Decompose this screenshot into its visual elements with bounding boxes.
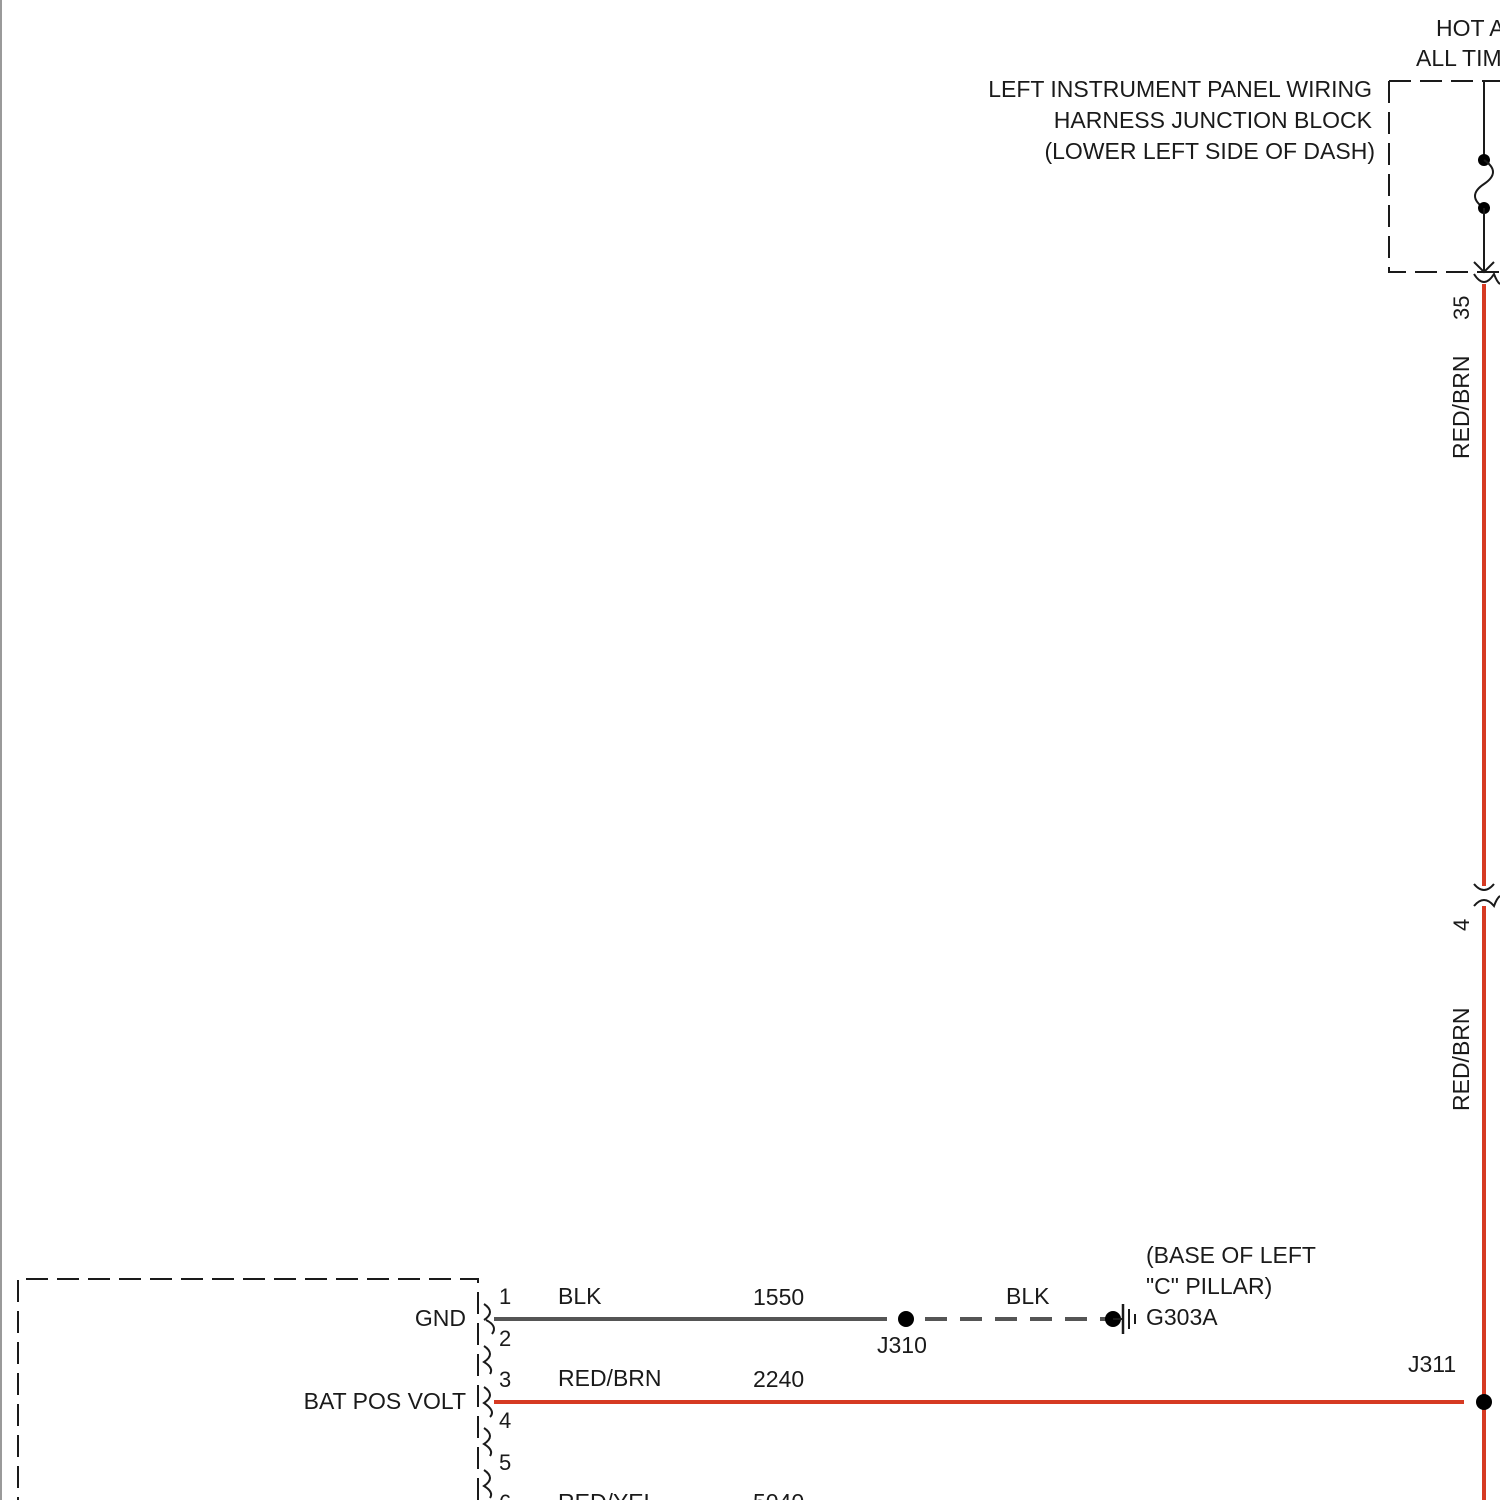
connector-terminal-3 xyxy=(482,1386,493,1418)
power-source-label-line1: HOT A xyxy=(1436,15,1500,41)
pin-4-label: 4 xyxy=(1449,919,1474,931)
connector-terminal-1 xyxy=(483,1303,495,1335)
module-pin-5: 5 xyxy=(499,1450,511,1475)
ground-symbol-icon xyxy=(1113,1304,1136,1334)
wire-color-lower-label: RED/BRN xyxy=(1448,1007,1474,1111)
splice-j310 xyxy=(898,1311,914,1327)
ground-wire-color: BLK xyxy=(558,1283,602,1309)
battery-feed-color: RED/BRN xyxy=(558,1365,662,1391)
pin6-wire-circuit: 5040 xyxy=(753,1489,804,1500)
power-source-label-line2: ALL TIM xyxy=(1416,45,1500,71)
connector-35-female xyxy=(1473,271,1500,285)
module-pin-6: 6 xyxy=(499,1490,511,1500)
pin-function-bat-pos-volt: BAT POS VOLT xyxy=(304,1388,466,1414)
inline-connector-symbol-bottom xyxy=(1473,895,1500,908)
battery-feed-circuit: 2240 xyxy=(753,1366,804,1392)
fuse-element-icon xyxy=(1474,159,1494,209)
connector-35-symbol xyxy=(1473,261,1495,274)
ground-location-line2: "C" PILLAR) xyxy=(1146,1273,1272,1299)
splice-j310-label: J310 xyxy=(877,1332,927,1358)
module-pin-2: 2 xyxy=(499,1326,511,1351)
splice-j311 xyxy=(1476,1394,1492,1410)
module-pin-3: 3 xyxy=(499,1367,511,1392)
splice-j311-label: J311 xyxy=(1408,1351,1456,1377)
ground-wire-circuit: 1550 xyxy=(753,1284,804,1310)
junction-block-outline xyxy=(1388,80,1500,273)
pin6-wire-color: RED/YEL xyxy=(558,1489,657,1500)
junction-block-label-line1: LEFT INSTRUMENT PANEL WIRING xyxy=(988,76,1372,102)
connector-terminal-4 xyxy=(482,1427,493,1457)
module-connector xyxy=(482,1303,495,1499)
ground-id: G303A xyxy=(1146,1304,1218,1330)
inline-connector-symbol-top xyxy=(1473,883,1495,891)
module-pin-4: 4 xyxy=(499,1408,511,1433)
module-outline xyxy=(17,1278,479,1500)
connector-terminal-5 xyxy=(482,1469,493,1499)
junction-block-label-line2: HARNESS JUNCTION BLOCK xyxy=(1054,107,1373,133)
pin-35-label: 35 xyxy=(1449,296,1474,320)
connector-terminal-2 xyxy=(482,1345,493,1375)
junction-block-label-line3: (LOWER LEFT SIDE OF DASH) xyxy=(1044,138,1375,164)
ground-location-line1: (BASE OF LEFT xyxy=(1146,1242,1316,1268)
module-pin-1: 1 xyxy=(499,1284,511,1309)
ground-extension-color: BLK xyxy=(1006,1283,1050,1309)
pin-function-gnd: GND xyxy=(415,1305,466,1331)
wire-color-upper-label: RED/BRN xyxy=(1448,355,1474,459)
